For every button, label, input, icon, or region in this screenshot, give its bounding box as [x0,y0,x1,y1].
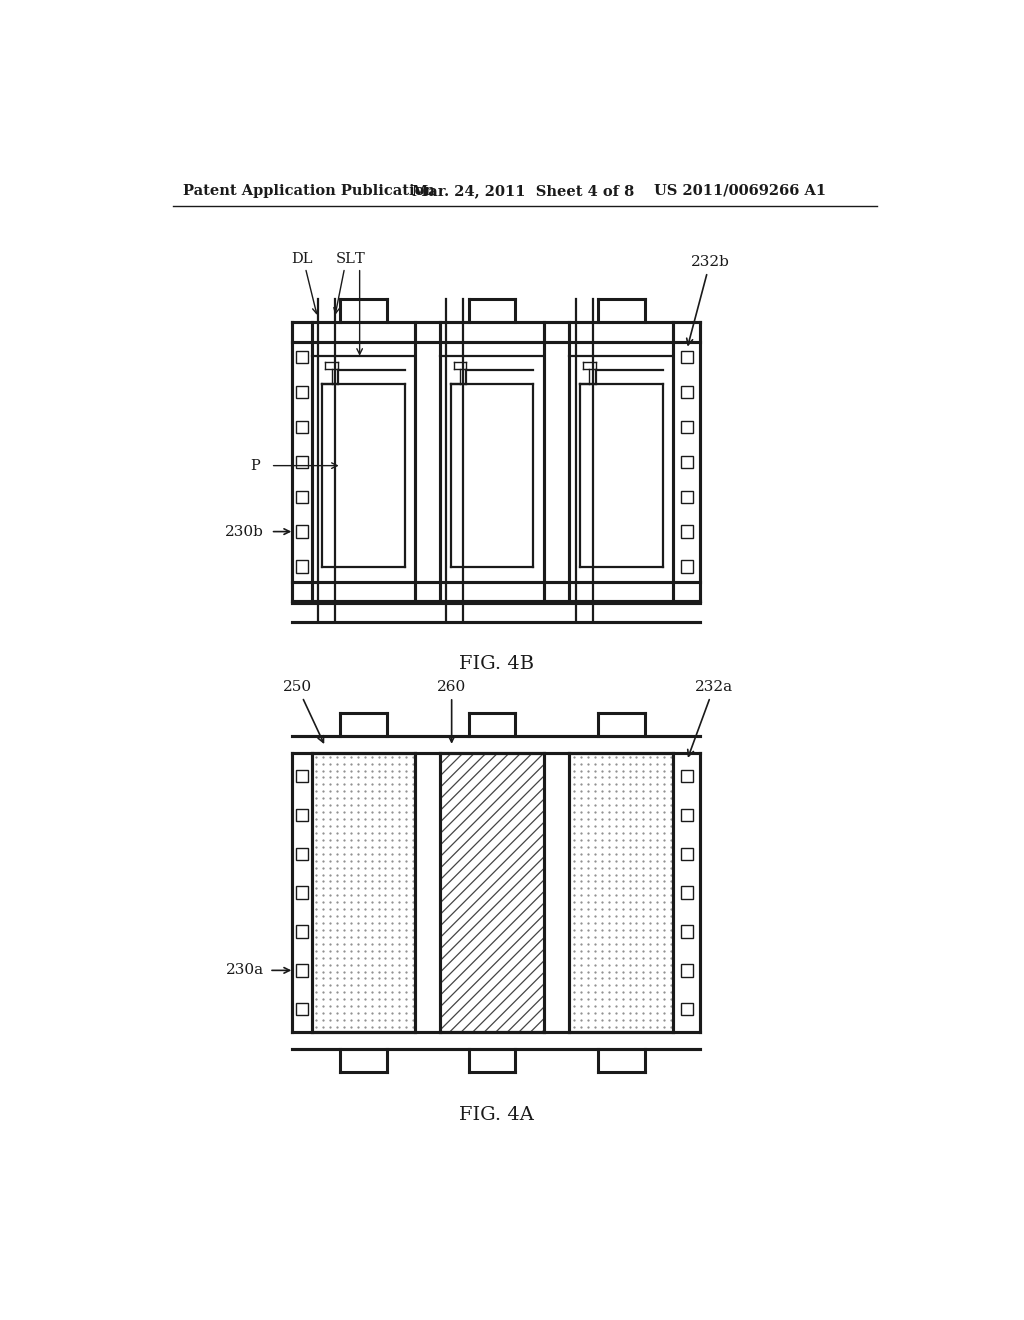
Text: DL: DL [292,252,313,267]
Bar [296,887,308,899]
Bar [296,770,308,781]
Bar [440,752,544,1032]
Text: Mar. 24, 2011  Sheet 4 of 8: Mar. 24, 2011 Sheet 4 of 8 [412,183,634,198]
Bar [681,385,693,399]
Bar [296,964,308,977]
Bar [296,809,308,821]
Text: 260: 260 [437,680,466,742]
Text: 232b: 232b [687,255,729,345]
Bar [296,385,308,399]
Bar [311,752,416,1032]
Text: SL: SL [336,252,356,267]
Bar [569,752,674,1032]
Text: 230a: 230a [225,964,263,977]
Bar [681,421,693,433]
Bar [681,964,693,977]
Bar [681,455,693,469]
Text: 232a: 232a [688,680,733,756]
Bar [681,351,693,363]
Text: 250: 250 [283,680,324,742]
Text: FIG. 4A: FIG. 4A [459,1106,534,1123]
Bar [296,1003,308,1015]
Bar [681,560,693,573]
Bar [681,1003,693,1015]
Bar [296,351,308,363]
Bar [681,887,693,899]
Bar [681,525,693,537]
Text: FIG. 4B: FIG. 4B [459,655,534,673]
Bar [296,525,308,537]
Text: Patent Application Publication: Patent Application Publication [183,183,435,198]
Bar [296,421,308,433]
Bar [296,925,308,937]
Text: T: T [354,252,365,267]
Bar [681,925,693,937]
Text: P: P [251,458,260,473]
Bar [296,847,308,859]
Bar [296,491,308,503]
Bar [681,770,693,781]
Text: US 2011/0069266 A1: US 2011/0069266 A1 [654,183,826,198]
Bar [681,809,693,821]
Bar [296,560,308,573]
Bar [296,455,308,469]
Bar [681,491,693,503]
Text: 230b: 230b [225,524,264,539]
Bar [681,847,693,859]
